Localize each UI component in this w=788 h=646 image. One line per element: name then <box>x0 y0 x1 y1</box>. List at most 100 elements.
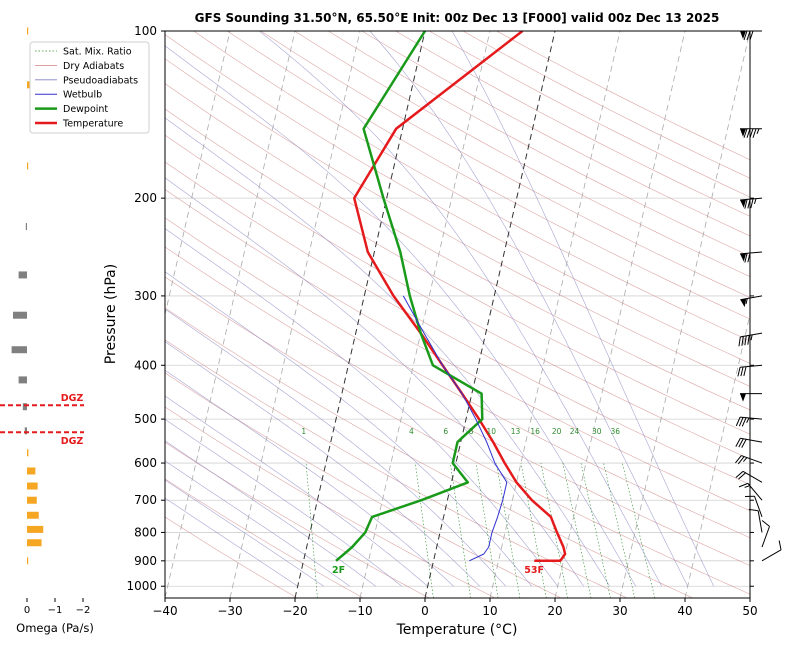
isotherm-line <box>165 31 231 317</box>
dry-adiabat-line <box>361 31 750 237</box>
wind-barb-full <box>741 417 747 427</box>
omega-bar <box>27 482 38 490</box>
wind-barb-full <box>737 456 745 465</box>
omega-bar <box>27 525 44 533</box>
wind-barb-full <box>778 540 782 550</box>
wind-barb-half <box>753 198 757 204</box>
omega-bar <box>18 376 27 384</box>
omega-bar <box>25 223 27 231</box>
isotherm-line <box>489 31 621 598</box>
wind-barb-full <box>735 416 741 427</box>
wind-barb-full <box>743 128 748 138</box>
wind-barb <box>740 251 763 263</box>
dry-adiabat-line <box>165 478 364 598</box>
wind-barb-full <box>747 252 751 263</box>
wind-barb <box>740 30 762 41</box>
mixing-ratio-label: 20 <box>552 427 562 436</box>
wind-barb-staff <box>740 437 763 443</box>
y-tick-label: 600 <box>134 456 157 470</box>
legend-box <box>29 41 150 134</box>
x-tick-label: 40 <box>677 604 692 618</box>
mixing-ratio-label: 6 <box>443 427 448 436</box>
x-tick-label: −10 <box>347 604 372 618</box>
wind-barb <box>740 393 762 402</box>
dry-adiabat-line <box>165 161 750 485</box>
dry-adiabat-line <box>165 372 562 598</box>
chart-title: GFS Sounding 31.50°N, 65.50°E Init: 00z … <box>195 11 720 25</box>
dry-adiabat-line <box>165 441 430 598</box>
dry-adiabat-line <box>462 31 750 179</box>
y-axis-label: Pressure (hPa) <box>103 264 119 364</box>
isotherm-line <box>359 31 491 598</box>
wind-barb-half <box>756 128 760 134</box>
mixing-ratio-label: 1 <box>301 427 306 436</box>
y-tick-label: 300 <box>134 289 157 303</box>
wind-barb-full <box>747 199 751 209</box>
dgz-label: DGZ <box>61 393 84 404</box>
wind-barb <box>735 470 763 483</box>
wind-barb-full <box>744 199 748 209</box>
moist-adiabat-line <box>451 31 714 587</box>
dgz-label: DGZ <box>61 436 84 447</box>
wind-barb-full <box>761 520 770 527</box>
isotherm-line <box>294 31 426 598</box>
wind-barb-staff <box>741 455 763 464</box>
wind-barb-full <box>744 253 748 263</box>
moist-adiabat-line <box>165 177 584 587</box>
wind-barb-flag <box>740 199 747 208</box>
y-tick-label: 800 <box>134 525 157 539</box>
dry-adiabat-line <box>395 31 750 217</box>
dry-adiabat-line <box>227 31 750 320</box>
omega-tick-label: 0 <box>24 605 30 616</box>
y-tick-label: 100 <box>134 24 157 38</box>
dry-adiabat-line <box>193 31 750 342</box>
wind-barb-staff <box>740 416 763 420</box>
mixing-ratio-line <box>305 463 318 598</box>
dry-adiabat-line <box>165 189 750 512</box>
legend-label: Dewpoint <box>63 104 108 115</box>
mixing-ratio-label: 16 <box>530 427 540 436</box>
x-tick-label: −20 <box>282 604 307 618</box>
dry-adiabat-line <box>165 34 750 364</box>
dry-adiabat-line <box>260 31 750 298</box>
x-tick-label: 0 <box>421 604 429 618</box>
moist-adiabat-line <box>369 31 688 587</box>
mixing-ratio-line <box>580 462 611 598</box>
wind-barb-full <box>738 417 744 427</box>
wind-barb <box>748 508 763 533</box>
wind-barb-half <box>743 457 748 462</box>
y-tick-label: 500 <box>134 412 157 426</box>
wind-barb-full <box>738 472 746 480</box>
moist-adiabat-line <box>165 395 428 587</box>
wind-barb-full <box>738 336 741 347</box>
omega-bar <box>27 467 36 475</box>
dry-adiabat-line <box>165 134 750 460</box>
wind-barb-half <box>746 417 750 423</box>
wind-barb-full <box>752 128 757 138</box>
mixing-ratio-line <box>622 462 656 598</box>
mixing-ratio-line <box>603 462 636 598</box>
y-tick-label: 1000 <box>126 579 157 593</box>
wind-barb-half <box>750 334 753 341</box>
omega-bar <box>22 403 27 411</box>
dry-adiabat-line <box>165 108 750 435</box>
omega-bar <box>13 311 27 319</box>
wind-barb <box>761 520 770 548</box>
legend: Sat. Mix. Ratio Dry Adiabats Pseudoadiabat… <box>29 41 150 134</box>
wind-barb-staff <box>740 364 763 368</box>
wind-barb-half <box>744 485 750 488</box>
wind-barbs <box>735 30 782 562</box>
omega-bar <box>27 557 29 565</box>
wind-barb-staff <box>761 549 782 562</box>
wind-barb <box>740 128 762 138</box>
data-lines <box>335 31 567 563</box>
mixing-ratio-line <box>414 463 434 598</box>
x-tick-label: −40 <box>152 604 177 618</box>
wind-barb <box>744 495 763 518</box>
wind-barb <box>738 482 763 501</box>
x-axis-label: Temperature (°C) <box>396 622 518 638</box>
legend-label: Wetbulb <box>63 90 102 101</box>
wind-barb <box>740 197 763 209</box>
dry-adiabat-line <box>165 276 750 595</box>
